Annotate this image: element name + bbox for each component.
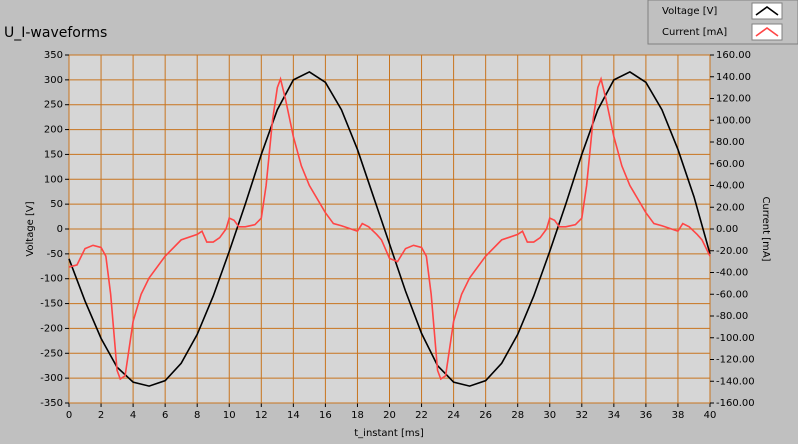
y2-tick-label: -60.00: [716, 289, 748, 300]
legend-swatch: [755, 6, 779, 16]
y-tick-label: -350: [40, 398, 63, 409]
y2-tick-label: 60.00: [716, 159, 745, 170]
y2-tick-label: 140.00: [716, 72, 751, 83]
y-tick-label: 200: [44, 125, 63, 136]
x-tick-label: 32: [575, 410, 588, 421]
x-tick-label: 6: [162, 410, 168, 421]
x-tick-label: 40: [704, 410, 717, 421]
series-line: [68, 76, 711, 381]
x-tick-label: 2: [98, 410, 104, 421]
y-tick-label: -150: [40, 299, 63, 310]
x-tick-label: 26: [479, 410, 492, 421]
x-tick-label: 4: [130, 410, 136, 421]
y2-tick-label: -40.00: [716, 268, 748, 279]
y-tick-label: -250: [40, 348, 63, 359]
y-tick-label: -50: [47, 249, 63, 260]
x-tick-label: 14: [287, 410, 300, 421]
x-tick-label: 34: [607, 410, 620, 421]
y2-tick-label: -20.00: [716, 246, 748, 257]
y2-tick-label: 160.00: [716, 50, 751, 61]
y-tick-label: 50: [50, 199, 63, 210]
series-line: [68, 70, 711, 387]
chart-title: U_I-waveforms: [4, 25, 107, 41]
x-tick-label: 18: [351, 410, 364, 421]
y-tick-label: 350: [44, 50, 63, 61]
y2-tick-label: 80.00: [716, 137, 745, 148]
y2-tick-label: 120.00: [716, 94, 751, 105]
x-tick-label: 8: [194, 410, 200, 421]
legend-swatch-box: [751, 23, 783, 41]
legend-swatch: [755, 27, 779, 37]
y2-axis-label: Current [mA]: [760, 196, 771, 261]
y-tick-label: -300: [40, 373, 63, 384]
x-tick-label: 36: [640, 410, 653, 421]
legend-label: Current [mA]: [662, 27, 727, 38]
y2-tick-label: -140.00: [716, 376, 755, 387]
y2-tick-label: -80.00: [716, 311, 748, 322]
y-tick-label: 0: [57, 224, 63, 235]
y2-tick-label: -100.00: [716, 333, 755, 344]
y2-tick-label: 0.00: [716, 224, 738, 235]
legend-label: Voltage [V]: [662, 6, 717, 17]
y-tick-label: 100: [44, 174, 63, 185]
x-axis-label: t_instant [ms]: [354, 428, 424, 439]
legend: Voltage [V] Current [mA]: [647, 0, 798, 45]
x-tick-label: 16: [319, 410, 332, 421]
x-tick-label: 22: [415, 410, 428, 421]
y-axis-label: Voltage [V]: [25, 201, 36, 256]
y-tick-label: -100: [40, 274, 63, 285]
x-tick-label: 20: [383, 410, 396, 421]
legend-swatch-box: [751, 2, 783, 20]
y2-tick-label: -160.00: [716, 398, 755, 409]
y-tick-label: 250: [44, 100, 63, 111]
x-tick-label: 0: [66, 410, 72, 421]
y-tick-label: 150: [44, 149, 63, 160]
x-tick-label: 28: [511, 410, 524, 421]
x-tick-label: 24: [447, 410, 460, 421]
x-tick-label: 12: [255, 410, 268, 421]
y2-tick-label: 40.00: [716, 181, 745, 192]
x-tick-label: 30: [543, 410, 556, 421]
x-tick-label: 10: [223, 410, 236, 421]
y2-tick-label: 20.00: [716, 202, 745, 213]
x-tick-label: 38: [672, 410, 685, 421]
y-tick-label: 300: [44, 75, 63, 86]
y2-tick-label: 100.00: [716, 115, 751, 126]
y2-tick-label: -120.00: [716, 355, 755, 366]
y-tick-label: -200: [40, 323, 63, 334]
